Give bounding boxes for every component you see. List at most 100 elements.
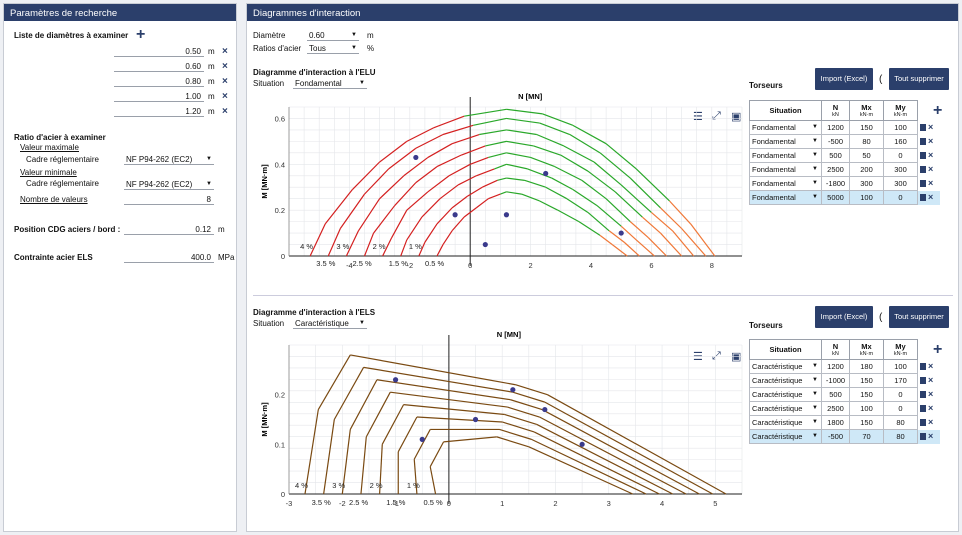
my-cell[interactable]: 300: [883, 162, 918, 177]
diameter-input[interactable]: 1.20: [114, 106, 204, 117]
n-cell[interactable]: 1200: [821, 359, 850, 374]
table-row[interactable]: Caractéristique ▼ -500 70 80 ×: [749, 429, 940, 444]
situation-cell[interactable]: Fondamental ▼: [749, 190, 822, 205]
mx-cell[interactable]: 300: [849, 176, 884, 191]
list-icon[interactable]: ☰: [693, 351, 703, 363]
copy-row-icon[interactable]: [920, 405, 926, 412]
situation-cell[interactable]: Fondamental ▼: [749, 176, 822, 191]
els-add-row-icon[interactable]: +: [933, 341, 943, 358]
els-import-button[interactable]: Import (Excel): [815, 306, 873, 328]
copy-row-icon[interactable]: [920, 419, 926, 426]
els-input[interactable]: 400.0: [124, 252, 214, 263]
nb-values-input[interactable]: 8: [124, 194, 214, 205]
delete-row-icon[interactable]: ×: [928, 122, 934, 133]
els-situation-select[interactable]: Caractéristique ▼: [293, 318, 367, 329]
copy-row-icon[interactable]: [920, 377, 926, 384]
expand-icon[interactable]: ⤢: [712, 110, 721, 122]
table-row[interactable]: Fondamental ▼ 2500 200 300 ×: [749, 162, 940, 177]
n-cell[interactable]: -1000: [821, 373, 850, 388]
delete-row-icon[interactable]: ×: [928, 192, 934, 203]
copy-icon[interactable]: ▣: [731, 111, 742, 123]
mx-cell[interactable]: 180: [849, 359, 884, 374]
elu-import-button[interactable]: Import (Excel): [815, 68, 873, 90]
n-cell[interactable]: 500: [821, 387, 850, 402]
my-header[interactable]: My kN·m: [883, 100, 918, 121]
situation-cell[interactable]: Fondamental ▼: [749, 120, 822, 135]
min-cadre-select[interactable]: NF P94-262 (EC2) ▼: [124, 179, 214, 190]
situation-cell[interactable]: Caractéristique ▼: [749, 359, 822, 374]
diameter-input[interactable]: 0.50: [114, 46, 204, 57]
table-row[interactable]: Caractéristique ▼ 500 150 0 ×: [749, 387, 940, 402]
copy-row-icon[interactable]: [920, 138, 926, 145]
diameter-input[interactable]: 0.60: [114, 61, 204, 72]
copy-row-icon[interactable]: [920, 391, 926, 398]
delete-row-icon[interactable]: ×: [928, 150, 934, 161]
delete-row-icon[interactable]: ×: [928, 417, 934, 428]
situation-cell[interactable]: Fondamental ▼: [749, 148, 822, 163]
remove-diameter-icon[interactable]: ×: [222, 106, 228, 117]
copy-row-icon[interactable]: [920, 180, 926, 187]
table-row[interactable]: Caractéristique ▼ -1000 150 170 ×: [749, 373, 940, 388]
mx-cell[interactable]: 100: [849, 190, 884, 205]
delete-row-icon[interactable]: ×: [928, 361, 934, 372]
delete-row-icon[interactable]: ×: [928, 403, 934, 414]
mx-header[interactable]: Mx kN·m: [849, 100, 884, 121]
situation-cell[interactable]: Fondamental ▼: [749, 134, 822, 149]
diameter-input[interactable]: 0.80: [114, 76, 204, 87]
n-cell[interactable]: -1800: [821, 176, 850, 191]
mx-cell[interactable]: 200: [849, 162, 884, 177]
n-cell[interactable]: 2500: [821, 401, 850, 416]
mx-cell[interactable]: 150: [849, 120, 884, 135]
n-cell[interactable]: 1200: [821, 120, 850, 135]
expand-icon[interactable]: ⤢: [712, 350, 721, 362]
table-row[interactable]: Fondamental ▼ -1800 300 300 ×: [749, 176, 940, 191]
table-row[interactable]: Caractéristique ▼ 1200 180 100 ×: [749, 359, 940, 374]
table-row[interactable]: Caractéristique ▼ 2500 100 0 ×: [749, 401, 940, 416]
mx-cell[interactable]: 50: [849, 148, 884, 163]
my-cell[interactable]: 0: [883, 401, 918, 416]
n-cell[interactable]: 500: [821, 148, 850, 163]
delete-row-icon[interactable]: ×: [928, 136, 934, 147]
mx-cell[interactable]: 70: [849, 429, 884, 444]
my-cell[interactable]: 80: [883, 415, 918, 430]
delete-row-icon[interactable]: ×: [928, 164, 934, 175]
my-header[interactable]: My kN·m: [883, 339, 918, 360]
cdg-input[interactable]: 0.12: [124, 224, 214, 235]
mx-cell[interactable]: 150: [849, 415, 884, 430]
situation-cell[interactable]: Caractéristique ▼: [749, 401, 822, 416]
copy-row-icon[interactable]: [920, 194, 926, 201]
mx-cell[interactable]: 150: [849, 387, 884, 402]
delete-row-icon[interactable]: ×: [928, 375, 934, 386]
situation-cell[interactable]: Caractéristique ▼: [749, 373, 822, 388]
els-delete-all-button[interactable]: Tout supprimer: [889, 306, 949, 328]
table-row[interactable]: Fondamental ▼ 1200 150 100 ×: [749, 120, 940, 135]
add-diameter-icon[interactable]: +: [136, 26, 146, 43]
copy-row-icon[interactable]: [920, 124, 926, 131]
diam-select[interactable]: 0.60 ▼: [307, 30, 359, 41]
situation-header[interactable]: Situation: [749, 100, 822, 121]
n-cell[interactable]: -500: [821, 134, 850, 149]
max-cadre-select[interactable]: NF P94-262 (EC2) ▼: [124, 154, 214, 165]
my-cell[interactable]: 100: [883, 359, 918, 374]
elu-delete-all-button[interactable]: Tout supprimer: [889, 68, 949, 90]
delete-row-icon[interactable]: ×: [928, 178, 934, 189]
mx-cell[interactable]: 100: [849, 401, 884, 416]
situation-header[interactable]: Situation: [749, 339, 822, 360]
elu-add-row-icon[interactable]: +: [933, 102, 943, 119]
remove-diameter-icon[interactable]: ×: [222, 61, 228, 72]
mx-cell[interactable]: 80: [849, 134, 884, 149]
my-cell[interactable]: 170: [883, 373, 918, 388]
my-cell[interactable]: 80: [883, 429, 918, 444]
copy-row-icon[interactable]: [920, 433, 926, 440]
mx-cell[interactable]: 150: [849, 373, 884, 388]
copy-row-icon[interactable]: [920, 166, 926, 173]
delete-row-icon[interactable]: ×: [928, 431, 934, 442]
my-cell[interactable]: 0: [883, 387, 918, 402]
remove-diameter-icon[interactable]: ×: [222, 91, 228, 102]
my-cell[interactable]: 100: [883, 120, 918, 135]
table-row[interactable]: Fondamental ▼ 500 50 0 ×: [749, 148, 940, 163]
situation-cell[interactable]: Fondamental ▼: [749, 162, 822, 177]
remove-diameter-icon[interactable]: ×: [222, 76, 228, 87]
